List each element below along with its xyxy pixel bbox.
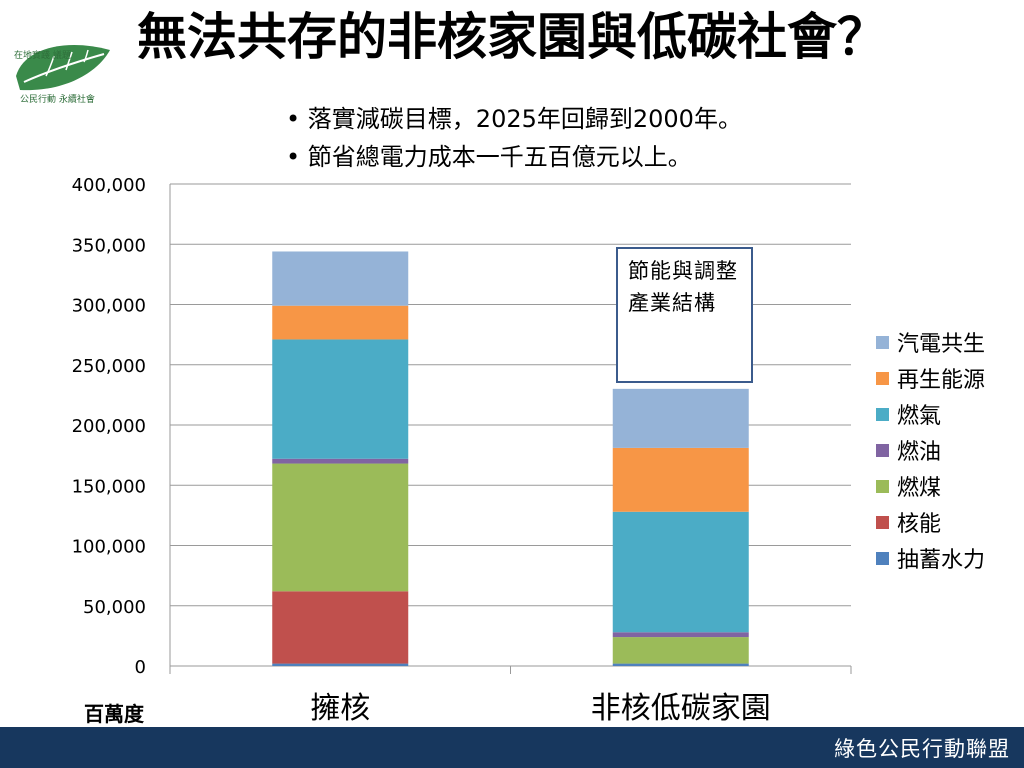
legend-label: 汽電共生 xyxy=(897,332,986,357)
bar-segment xyxy=(272,591,409,664)
bar-segment xyxy=(612,632,749,638)
legend-label: 燃煤 xyxy=(897,476,942,501)
svg-text:公民行動 永續社會: 公民行動 永續社會 xyxy=(20,93,95,105)
bar-segment xyxy=(272,663,409,666)
bullet-list: 落實減碳目標，2025年回歸到2000年。 節省總電力成本一千五百億元以上。 xyxy=(286,100,742,176)
leaf-icon xyxy=(16,45,110,91)
bar-segment xyxy=(272,305,409,340)
legend-item: 汽電共生 xyxy=(876,324,985,360)
y-tick-label: 300,000 xyxy=(72,296,146,317)
legend-swatch xyxy=(876,371,889,385)
legend-item: 燃煤 xyxy=(876,468,985,504)
legend-swatch xyxy=(876,479,889,493)
bar-segment xyxy=(272,251,409,306)
y-tick-label: 350,000 xyxy=(72,235,146,256)
legend-swatch xyxy=(876,515,889,529)
footer-org-name: 綠色公民行動聯盟 xyxy=(834,737,1010,761)
legend-item: 抽蓄水力 xyxy=(876,540,985,576)
legend-item: 燃氣 xyxy=(876,396,985,432)
legend-item: 燃油 xyxy=(876,432,985,468)
y-tick-label: 400,000 xyxy=(72,175,146,196)
bullet-item: 落實減碳目標，2025年回歸到2000年。 xyxy=(286,100,742,138)
bar-segment xyxy=(612,447,749,512)
bar-segment xyxy=(612,388,749,448)
gcaa-logo: 在地實踐 議題 公民行動 永續社會 xyxy=(14,45,110,105)
y-tick-label: 200,000 xyxy=(72,416,146,437)
bar-segment xyxy=(272,463,409,592)
y-tick-label: 150,000 xyxy=(72,476,146,497)
bar-segment xyxy=(612,637,749,664)
legend-label: 核能 xyxy=(897,512,942,537)
bar-segment xyxy=(612,663,749,666)
legend-label: 燃油 xyxy=(897,440,942,465)
legend-item: 再生能源 xyxy=(876,360,985,396)
x-category-label: 非核低碳家園 xyxy=(591,691,771,726)
legend-swatch xyxy=(876,335,889,349)
footer-bar: 綠色公民行動聯盟 xyxy=(0,727,1024,768)
legend-item: 核能 xyxy=(876,504,985,540)
x-category-label: 擁核 xyxy=(310,691,370,726)
svg-text:在地實踐 議題: 在地實踐 議題 xyxy=(14,49,71,61)
legend-swatch xyxy=(876,443,889,457)
bar-segment xyxy=(272,339,409,459)
slide-title: 無法共存的非核家園與低碳社會？ xyxy=(137,8,887,66)
chart-legend: 汽電共生再生能源燃氣燃油燃煤核能抽蓄水力 xyxy=(876,324,985,576)
annotation-callout: 節能與調整產業結構 xyxy=(616,247,753,383)
bar-segment xyxy=(272,458,409,464)
y-tick-label: 50,000 xyxy=(83,597,146,618)
stacked-bar-chart: 0 50,000 100,000 150,000 200,000 250,000 300,0… xyxy=(72,175,852,726)
legend-label: 再生能源 xyxy=(897,368,986,393)
bullet-item: 節省總電力成本一千五百億元以上。 xyxy=(286,138,742,176)
legend-label: 燃氣 xyxy=(897,404,942,429)
legend-label: 抽蓄水力 xyxy=(897,548,986,573)
y-tick-label: 0 xyxy=(135,657,146,678)
legend-swatch xyxy=(876,407,889,421)
legend-swatch xyxy=(876,551,889,565)
y-tick-label: 100,000 xyxy=(72,537,146,558)
y-axis-unit-label: 百萬度 xyxy=(84,702,144,726)
y-tick-label: 250,000 xyxy=(72,356,146,377)
bar-segment xyxy=(612,511,749,633)
